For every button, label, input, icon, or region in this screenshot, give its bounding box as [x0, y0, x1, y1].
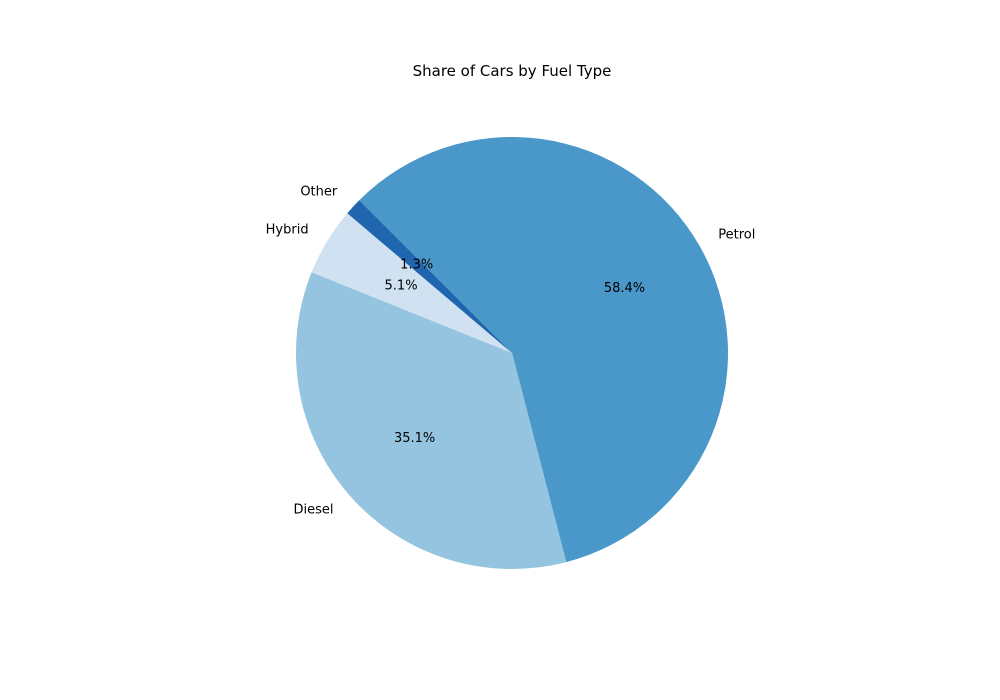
slice-label-petrol: Petrol	[718, 228, 755, 243]
pie-slice-petrol	[359, 137, 729, 563]
pie-labels: Petrol 58.4% Diesel 35.1% Hybrid 5.1% Other 1.3…	[266, 184, 756, 517]
pct-label-other: 1.3%	[400, 258, 433, 273]
pie-slice-diesel	[296, 272, 567, 569]
pie-slice-hybrid	[311, 213, 512, 353]
chart-title: Share of Cars by Fuel Type	[413, 62, 612, 80]
slice-label-other: Other	[300, 184, 338, 199]
pct-label-diesel: 35.1%	[394, 431, 435, 446]
slice-label-hybrid: Hybrid	[266, 223, 309, 238]
pie-slice-other	[347, 200, 512, 353]
slice-label-diesel: Diesel	[294, 502, 334, 517]
pct-label-hybrid: 5.1%	[385, 279, 418, 294]
pie-slices	[296, 137, 729, 569]
pct-label-petrol: 58.4%	[604, 281, 645, 296]
